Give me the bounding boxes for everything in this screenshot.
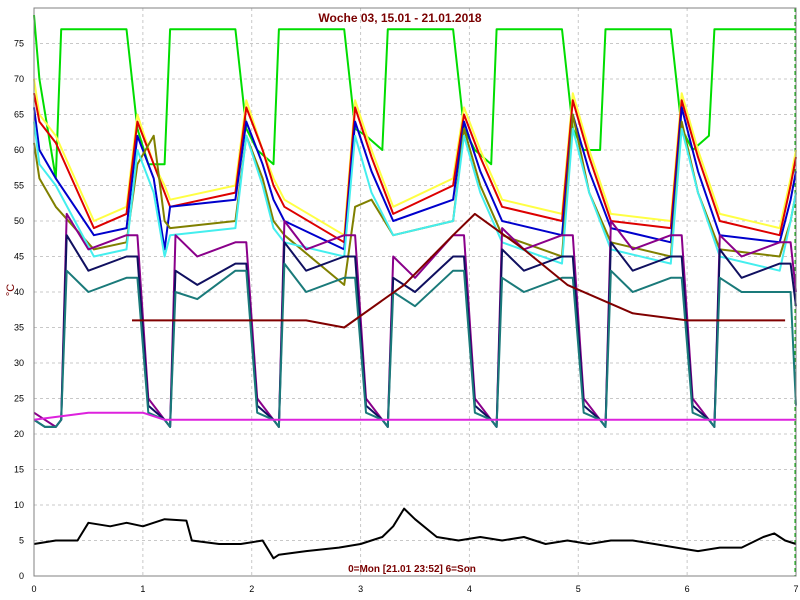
series-group [33, 15, 797, 560]
y-tick-label: 10 [14, 500, 24, 510]
y-tick-label: 75 [14, 39, 24, 49]
x-tick-label: 4 [467, 584, 472, 594]
y-tick-label: 50 [14, 216, 24, 226]
y-tick-labels: 0 5 10 15 20 25 30 35 40 45 50 55 60 65 70 75 [14, 39, 24, 582]
y-tick-label: 35 [14, 323, 24, 333]
x-tick-label: 2 [249, 584, 254, 594]
y-tick-label: 65 [14, 110, 24, 120]
x-tick-label: 6 [685, 584, 690, 594]
chart-title: Woche 03, 15.01 - 21.01.2018 [318, 11, 482, 25]
series-line-7 [33, 234, 797, 428]
series-line-6 [33, 212, 797, 428]
x-tick-labels: 0 1 2 3 4 5 6 7 [31, 584, 798, 594]
y-tick-label: 25 [14, 394, 24, 404]
y-tick-label: 0 [19, 571, 24, 581]
y-tick-label: 5 [19, 536, 24, 546]
series-line-3 [33, 106, 797, 251]
series-line-9 [132, 212, 786, 329]
series-line-10 [33, 411, 796, 421]
x-tick-label: 0 [31, 584, 36, 594]
x-tick-label: 3 [358, 584, 363, 594]
y-tick-label: 55 [14, 181, 24, 191]
y-tick-label: 40 [14, 287, 24, 297]
series-line-5 [33, 121, 797, 272]
y-tick-label: 20 [14, 429, 24, 439]
y-axis-label: °C [5, 284, 17, 296]
y-tick-label: 30 [14, 358, 24, 368]
x-tick-label: 1 [140, 584, 145, 594]
x-tick-label: 7 [793, 584, 798, 594]
plot-frame [33, 7, 797, 577]
y-tick-label: 70 [14, 74, 24, 84]
y-tick-label: 15 [14, 465, 24, 475]
series-line-11 [33, 507, 797, 560]
chart-footer: 0=Mon [21.01 23:52] 6=Son [348, 564, 476, 575]
y-tick-label: 60 [14, 145, 24, 155]
x-tick-label: 5 [576, 584, 581, 594]
y-tick-label: 45 [14, 252, 24, 262]
